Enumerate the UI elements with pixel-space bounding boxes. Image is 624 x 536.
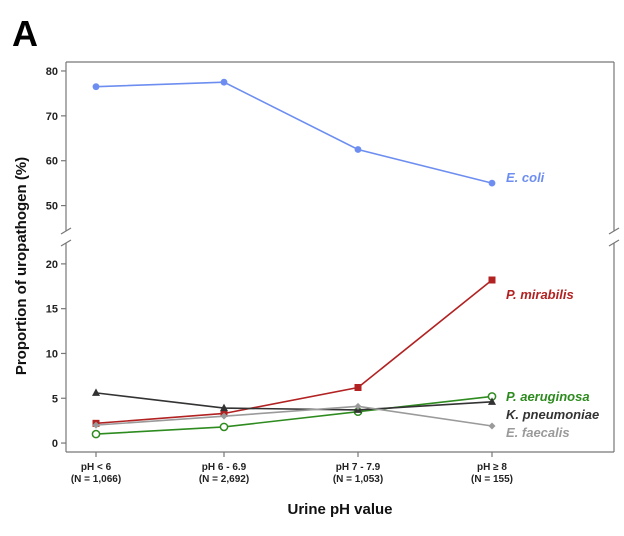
series-line-e-faecalis bbox=[95, 405, 493, 427]
x-tick-label: pH 7 - 7.9 bbox=[336, 462, 381, 473]
data-point-e-coli bbox=[354, 146, 362, 153]
data-point-e-faecalis bbox=[92, 421, 100, 429]
data-point-p-mirabilis bbox=[354, 384, 362, 391]
x-tick-label: pH < 6 bbox=[81, 462, 112, 473]
y-axis-title: Proportion of uropathogen (%) bbox=[13, 157, 30, 375]
data-point-p-aeruginosa bbox=[91, 429, 101, 439]
series-line-e-coli bbox=[95, 81, 493, 184]
axis-break-right-a bbox=[608, 227, 620, 235]
data-point-p-mirabilis bbox=[488, 276, 496, 284]
x-tick-sublabel: (N = 155) bbox=[471, 474, 513, 485]
series-label-k-pneumoniae: K. pneumoniae bbox=[506, 407, 599, 422]
axis-break-left-a bbox=[60, 227, 72, 235]
data-point-e-coli bbox=[220, 78, 228, 86]
panel-label: A bbox=[12, 13, 38, 54]
axis-break-left-b bbox=[60, 239, 72, 247]
y-tick-label: 80 bbox=[46, 66, 58, 78]
x-axis-ticks: pH < 6(N = 1,066) pH 6 - 6.9(N = 2,692) pH… bbox=[71, 452, 513, 485]
y-tick-label: 0 bbox=[52, 438, 58, 450]
data-point-e-faecalis bbox=[354, 402, 362, 410]
y-tick-label: 50 bbox=[46, 201, 58, 213]
y-tick-label: 20 bbox=[46, 259, 58, 271]
data-point-p-aeruginosa bbox=[219, 422, 229, 432]
series-label-p-aeruginosa: P. aeruginosa bbox=[506, 389, 590, 404]
plot-frame bbox=[60, 61, 620, 453]
series-label-e-faecalis: E. faecalis bbox=[506, 425, 570, 440]
data-point-e-coli bbox=[488, 179, 496, 187]
y-tick-label: 70 bbox=[46, 111, 58, 123]
y-axis-ticks: 50 60 70 80 0 5 10 15 20 bbox=[46, 66, 66, 450]
series-label-e-coli: E. coli bbox=[506, 170, 545, 185]
data-point-e-coli bbox=[92, 83, 100, 91]
x-tick-sublabel: (N = 2,692) bbox=[199, 474, 249, 485]
y-tick-label: 15 bbox=[46, 304, 58, 316]
data-point-k-pneumoniae bbox=[488, 397, 496, 405]
y-tick-label: 60 bbox=[46, 156, 58, 168]
data-point-e-faecalis bbox=[220, 412, 228, 420]
x-tick-label: pH ≥ 8 bbox=[477, 462, 507, 473]
data-point-k-pneumoniae bbox=[220, 403, 228, 412]
series-line-k-pneumoniae bbox=[95, 392, 493, 411]
y-tick-label: 10 bbox=[46, 348, 58, 360]
series-line-p-aeruginosa bbox=[95, 395, 493, 435]
series-labels: E. coli P. mirabilis P. aeruginosa K. pneum… bbox=[506, 170, 599, 440]
x-tick-label: pH 6 - 6.9 bbox=[202, 462, 247, 473]
data-point-k-pneumoniae bbox=[92, 388, 100, 396]
x-tick-sublabel: (N = 1,066) bbox=[71, 474, 121, 485]
series-layer bbox=[91, 78, 497, 439]
x-tick-sublabel: (N = 1,053) bbox=[333, 474, 383, 485]
y-tick-label: 5 bbox=[52, 393, 58, 405]
series-line-p-mirabilis bbox=[95, 279, 493, 425]
axis-break-right-b bbox=[608, 239, 620, 247]
x-axis-title: Urine pH value bbox=[287, 501, 392, 518]
data-point-e-faecalis bbox=[488, 422, 496, 430]
series-label-p-mirabilis: P. mirabilis bbox=[506, 287, 574, 302]
